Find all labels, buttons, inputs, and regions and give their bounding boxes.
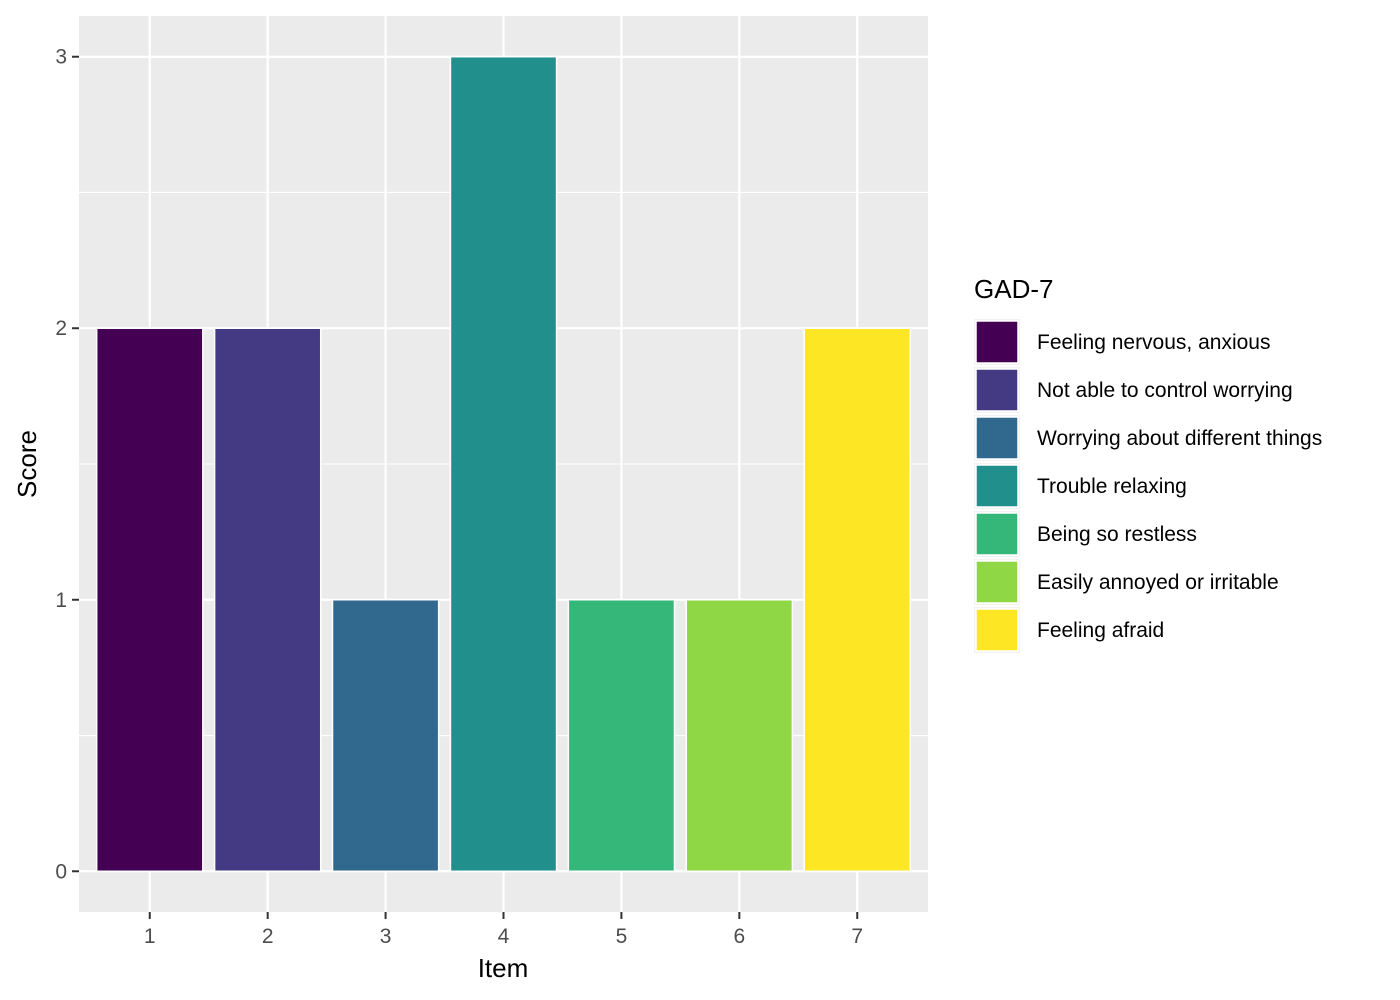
x-tick-label: 5 (616, 925, 628, 948)
legend-swatch (975, 416, 1019, 460)
legend-swatch (975, 320, 1019, 364)
x-axis: 1 2 3 4 5 6 7 (144, 912, 863, 948)
legend: GAD-7 Feeling nervous, anxious Not able t… (974, 274, 1322, 653)
bar-1 (95, 327, 204, 873)
y-axis: 0 1 2 3 (55, 46, 79, 883)
y-tick-label: 0 (55, 860, 67, 883)
x-tick-label: 2 (262, 925, 274, 948)
legend-label: Worrying about different things (1037, 427, 1322, 450)
legend-swatch (975, 560, 1019, 604)
legend-label: Feeling nervous, anxious (1037, 331, 1270, 354)
legend-swatch (975, 512, 1019, 556)
bar-6 (685, 599, 794, 873)
legend-label: Feeling afraid (1037, 619, 1164, 642)
legend-swatch (975, 464, 1019, 508)
legend-label: Trouble relaxing (1037, 475, 1187, 498)
bar-3 (331, 599, 440, 873)
x-axis-title: Item (478, 953, 529, 983)
y-axis-title: Score (12, 430, 42, 498)
y-tick-label: 1 (55, 589, 67, 612)
x-tick-label: 6 (733, 925, 745, 948)
legend-label: Being so restless (1037, 523, 1197, 546)
bar-7 (803, 327, 912, 873)
x-tick-label: 1 (144, 925, 156, 948)
y-tick-label: 3 (55, 46, 67, 69)
legend-swatch (975, 368, 1019, 412)
bars (95, 55, 912, 873)
x-tick-label: 3 (380, 925, 392, 948)
legend-label: Easily annoyed or irritable (1037, 571, 1279, 594)
bar-5 (567, 599, 676, 873)
y-tick-label: 2 (55, 317, 67, 340)
bar-2 (213, 327, 322, 873)
x-tick-label: 7 (851, 925, 863, 948)
bar-4 (449, 55, 558, 873)
legend-label: Not able to control worrying (1037, 379, 1293, 402)
x-tick-label: 4 (498, 925, 510, 948)
legend-title: GAD-7 (974, 274, 1053, 304)
legend-swatch (975, 608, 1019, 652)
